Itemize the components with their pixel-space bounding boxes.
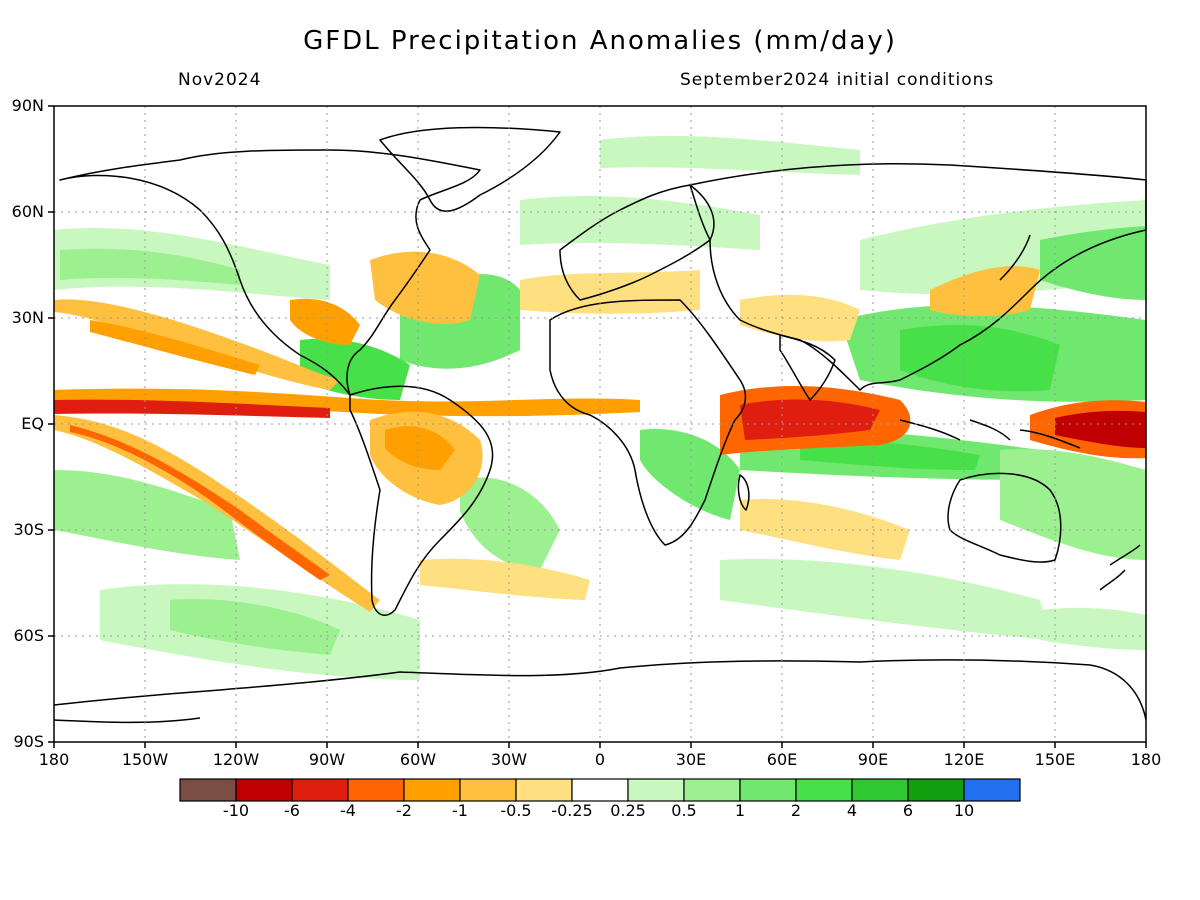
coastline-asia [689,162,1147,391]
lat-label: 90S [13,732,44,751]
anomaly-region [385,426,455,470]
coastline-antarctica [53,659,1147,724]
colorbar-swatch [963,778,1021,802]
anomaly-region [1040,226,1146,300]
anomaly-fields [54,135,1146,680]
anomaly-region [70,425,330,580]
anomaly-region [740,399,880,440]
axis-ticks [48,105,1147,748]
lon-label: 120E [943,750,985,769]
lon-label: 0 [594,750,606,769]
colorbar-tick-label: -1 [452,801,468,820]
colorbar-swatch [515,778,573,802]
anomaly-region [54,470,240,560]
colorbar-tick-label: -0.25 [551,801,593,820]
anomaly-region [420,558,590,600]
init-conditions-label: September2024 initial conditions [680,70,995,90]
lat-label: 90N [11,96,44,115]
colorbar-swatch [347,778,405,802]
lon-label: 30W [490,750,528,769]
colorbar-tick-label: -4 [340,801,356,820]
valid-period-label: Nov2024 [178,70,262,90]
lat-label: 30S [13,520,44,539]
anomaly-region [740,294,860,342]
gridlines [54,106,1146,742]
colorbar-swatch [907,778,965,802]
colorbar-swatch [459,778,517,802]
colorbar-swatch [179,778,237,802]
lon-label: 180 [38,750,70,769]
lon-label: 90W [308,750,346,769]
lon-label: 30E [675,750,707,769]
coastline-north-america [59,149,481,396]
anomaly-region [170,599,340,655]
map-title: GFDL Precipitation Anomalies (mm/day) [303,26,897,56]
anomaly-region [370,251,480,324]
colorbar-tick-label: -6 [284,801,300,820]
anomaly-region [640,429,740,520]
colorbar-swatch [795,778,853,802]
coastline-japan [999,234,1031,281]
anomaly-region [60,248,240,285]
anomaly-region [1000,449,1146,560]
coastline-australia [947,472,1062,563]
anomaly-region [460,477,560,570]
anomaly-region [54,299,340,390]
colorbar-swatch [571,778,629,802]
lon-label: 90E [857,750,889,769]
colorbar-swatch [291,778,349,802]
colorbar-swatch [851,778,909,802]
lat-label: 60N [11,202,44,221]
colorbar-swatch [403,778,461,802]
coastline-greenland [379,126,561,212]
colorbar-tick-label: -2 [396,801,412,820]
lon-label: 120W [212,750,260,769]
coastlines [53,126,1147,724]
lat-label: EQ [21,414,44,433]
anomaly-region [54,388,640,417]
colorbar-tick-label: 10 [953,801,975,820]
anomaly-region [1040,607,1146,650]
coastline-new-zealand [1099,544,1141,591]
colorbar-tick-label: 0.5 [671,801,697,820]
colorbar-tick-label: 6 [902,801,914,820]
colorbar-tick-label: 2 [790,801,802,820]
coastline-indonesia [899,419,1081,449]
anomaly-region [900,325,1060,392]
colorbar-tick-label: 4 [846,801,858,820]
colorbar-swatch [235,778,293,802]
lon-label: 150W [121,750,169,769]
anomaly-region [520,195,760,250]
anomaly-region [720,559,1050,640]
coastline-africa [549,299,747,546]
colorbar-tick-label: -10 [222,801,250,820]
anomaly-region [800,439,980,470]
colorbar-swatch [739,778,797,802]
colorbar-tick-label: -0.5 [500,801,532,820]
colorbar-swatch [683,778,741,802]
lon-label: 60E [766,750,798,769]
anomaly-region [54,399,330,418]
colorbar-swatch [627,778,685,802]
lon-label: 150E [1034,750,1076,769]
lon-label: 180 [1130,750,1162,769]
coastline-madagascar [737,474,750,511]
anomaly-region [90,320,260,375]
coastline-south-america [349,385,494,616]
colorbar [179,778,1021,802]
anomaly-region [600,135,860,175]
lat-label: 30N [11,308,44,327]
coastline-india [779,334,836,401]
anomaly-region [290,298,360,345]
anomaly-region [930,266,1040,316]
colorbar-tick-label: 1 [734,801,746,820]
anomaly-region [1055,410,1146,448]
lon-label: 60W [399,750,437,769]
lat-label: 60S [13,626,44,645]
colorbar-tick-label: 0.25 [610,801,646,820]
